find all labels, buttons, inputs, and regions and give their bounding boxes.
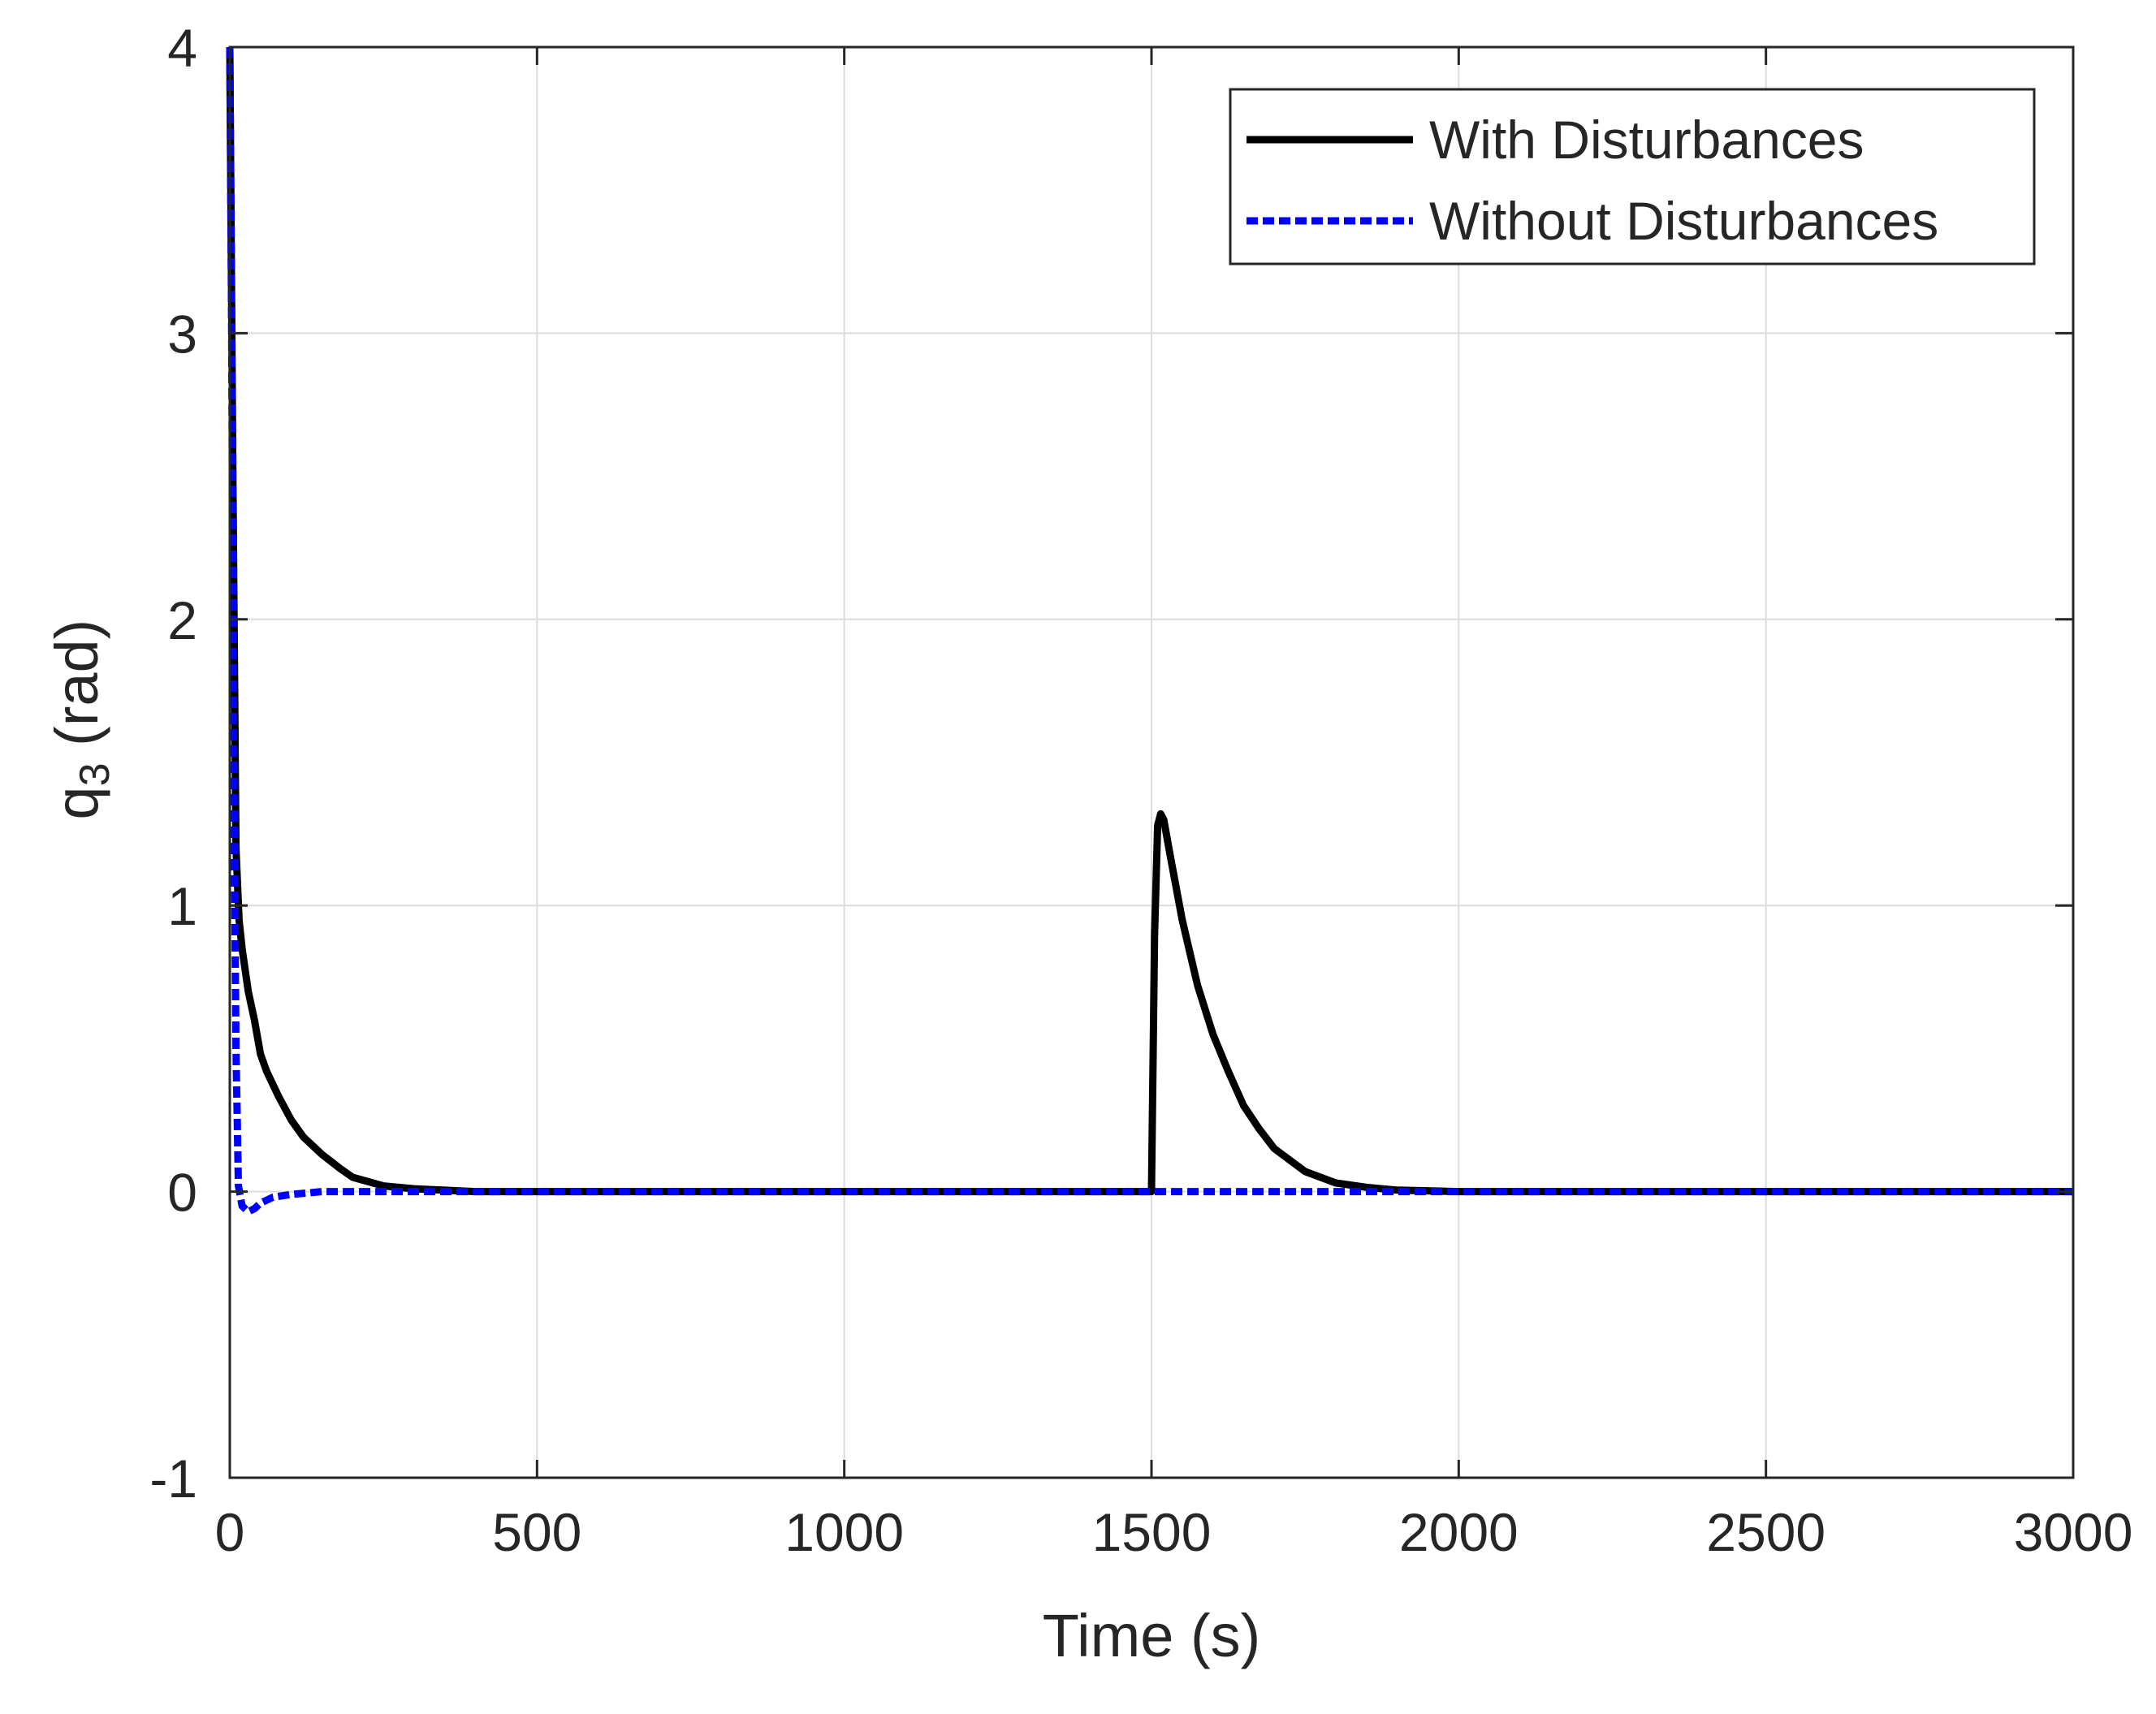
y-tick-label: 4: [167, 18, 197, 78]
legend: With Disturbances Without Disturbances: [1229, 88, 2036, 266]
ticks: 0 500 1000 1500 2000 2500 3000 -1 0 1 2 3 4: [149, 18, 2132, 1562]
y-tick-label: -1: [149, 1448, 197, 1509]
series-line-with-disturbances: [226, 46, 2073, 1196]
x-tick-label: 0: [215, 1502, 245, 1562]
legend-box: [1229, 88, 2036, 266]
y-axis-label-unit: (rad): [43, 620, 110, 763]
x-tick-label: 1500: [1092, 1502, 1212, 1562]
x-tick-label: 2000: [1399, 1502, 1519, 1562]
y-axis-label-subscript: 3: [71, 763, 119, 787]
series-line-without-disturbances: [226, 46, 2073, 1215]
y-axis-label-base: q: [43, 786, 110, 819]
y-tick-label: 2: [167, 590, 197, 650]
y-tick-label: 3: [167, 304, 197, 364]
x-tick-label: 500: [492, 1502, 581, 1562]
series-layer: [226, 46, 2073, 1215]
x-tick-label: 2500: [1706, 1502, 1825, 1562]
legend-label-without-disturbances: Without Disturbances: [1429, 191, 1938, 251]
legend-label-with-disturbances: With Disturbances: [1429, 110, 1864, 170]
x-axis-label: Time (s): [1043, 1602, 1261, 1669]
x-tick-label: 1000: [784, 1502, 904, 1562]
y-tick-label: 1: [167, 876, 197, 936]
x-tick-label: 3000: [2014, 1502, 2133, 1562]
y-axis-label: q3 (rad): [43, 620, 119, 820]
y-tick-label: 0: [167, 1163, 197, 1223]
